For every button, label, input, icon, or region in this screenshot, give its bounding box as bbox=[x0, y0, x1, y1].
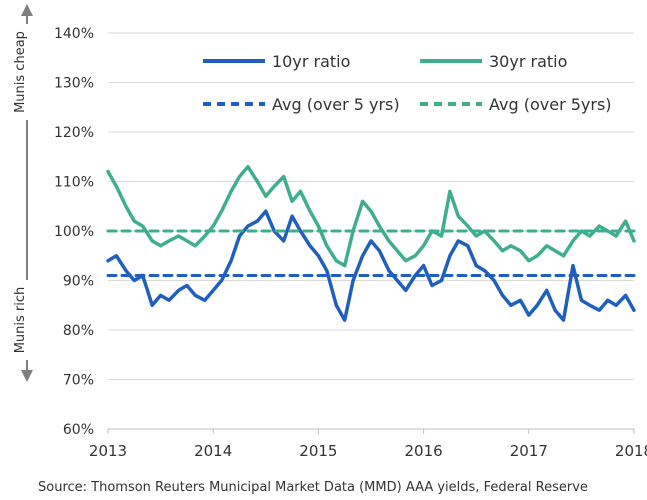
legend: 10yr ratio 30yr ratio Avg (over 5 yrs) Avg … bbox=[203, 52, 612, 114]
legend-label: Avg (over 5yrs) bbox=[489, 95, 612, 114]
x-tick-label: 2016 bbox=[405, 442, 443, 460]
x-tick-label: 2017 bbox=[510, 442, 548, 460]
y-label-munis-rich: Munis rich bbox=[13, 287, 28, 354]
y-tick-label: 70% bbox=[63, 373, 94, 389]
arrow-down-icon bbox=[21, 370, 33, 382]
y-label-munis-cheap: Munis cheap bbox=[13, 31, 28, 113]
legend-label: 10yr ratio bbox=[272, 52, 350, 71]
y-tick-label: 140% bbox=[54, 26, 94, 42]
series-lines bbox=[106, 164, 636, 322]
side-label-background bbox=[10, 280, 30, 360]
x-tick-label: 2014 bbox=[194, 442, 232, 460]
side-label-background bbox=[10, 24, 30, 120]
y-tick-label: 130% bbox=[54, 76, 94, 92]
arrow-up-icon bbox=[21, 4, 33, 16]
axes: 140% 130% 120% 110% 100% 90% 80% 70% 60% 2013 2014… bbox=[54, 26, 647, 460]
legend-label: Avg (over 5 yrs) bbox=[272, 95, 400, 114]
x-tick-label: 2015 bbox=[299, 442, 337, 460]
y-tick-label: 80% bbox=[63, 323, 94, 339]
series-line-30yr-ratio bbox=[106, 164, 636, 268]
y-tick-label: 60% bbox=[63, 422, 94, 438]
side-labels: Munis cheap Munis rich bbox=[10, 4, 33, 382]
x-tick-label: 2013 bbox=[89, 442, 127, 460]
source-note: Source: Thomson Reuters Municipal Market… bbox=[38, 480, 588, 495]
series-line-10yr-ratio bbox=[106, 209, 636, 322]
y-tick-label: 120% bbox=[54, 125, 94, 141]
legend-label: 30yr ratio bbox=[489, 52, 567, 71]
y-tick-label: 110% bbox=[54, 175, 94, 191]
y-tick-label: 100% bbox=[54, 224, 94, 240]
y-tick-label: 90% bbox=[63, 274, 94, 290]
x-tick-label: 2018 bbox=[615, 442, 647, 460]
